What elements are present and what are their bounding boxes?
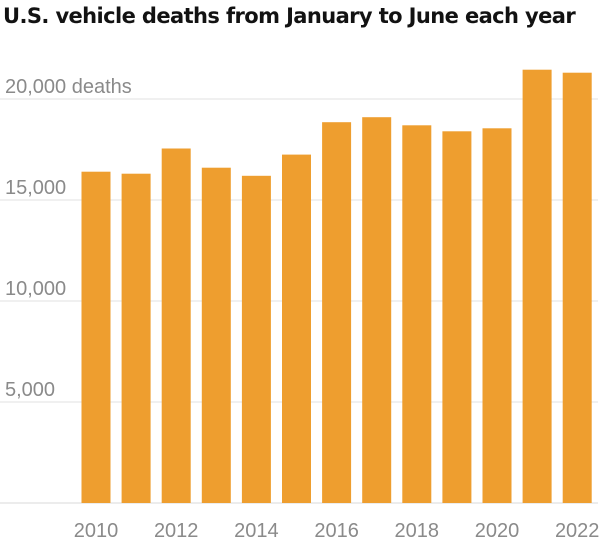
y-axis-labels: 5,000 10,000 15,000 20,000 deaths (5, 76, 132, 401)
chart-title: U.S. vehicle deaths from January to June… (3, 4, 576, 28)
x-axis-labels: 2010 2012 2014 2016 2018 2020 2022 (74, 520, 600, 542)
bars (81, 69, 592, 504)
y-tick-label: 15,000 (5, 177, 66, 199)
y-tick-label: 20,000 deaths (5, 76, 132, 98)
y-tick-label: 5,000 (5, 379, 55, 401)
bar-2020 (482, 128, 512, 504)
x-tick-label: 2014 (234, 520, 279, 542)
bar-2022 (562, 72, 592, 503)
bar-2018 (402, 125, 432, 504)
bar-2012 (161, 148, 191, 503)
x-tick-label: 2016 (314, 520, 359, 542)
x-tick-label: 2022 (555, 520, 600, 542)
bar-2021 (522, 69, 552, 503)
bar-2014 (241, 175, 271, 504)
x-tick-label: 2020 (475, 520, 520, 542)
bar-2010 (81, 171, 111, 503)
y-tick-label: 10,000 (5, 278, 66, 300)
x-tick-label: 2010 (74, 520, 119, 542)
bar-2016 (322, 122, 352, 503)
bar-2013 (201, 167, 231, 503)
bar-2019 (442, 131, 472, 504)
bar-2017 (362, 117, 392, 503)
bar-2015 (282, 154, 311, 503)
bar-2011 (121, 173, 151, 503)
x-tick-label: 2018 (395, 520, 440, 542)
x-tick-label: 2012 (154, 520, 199, 542)
